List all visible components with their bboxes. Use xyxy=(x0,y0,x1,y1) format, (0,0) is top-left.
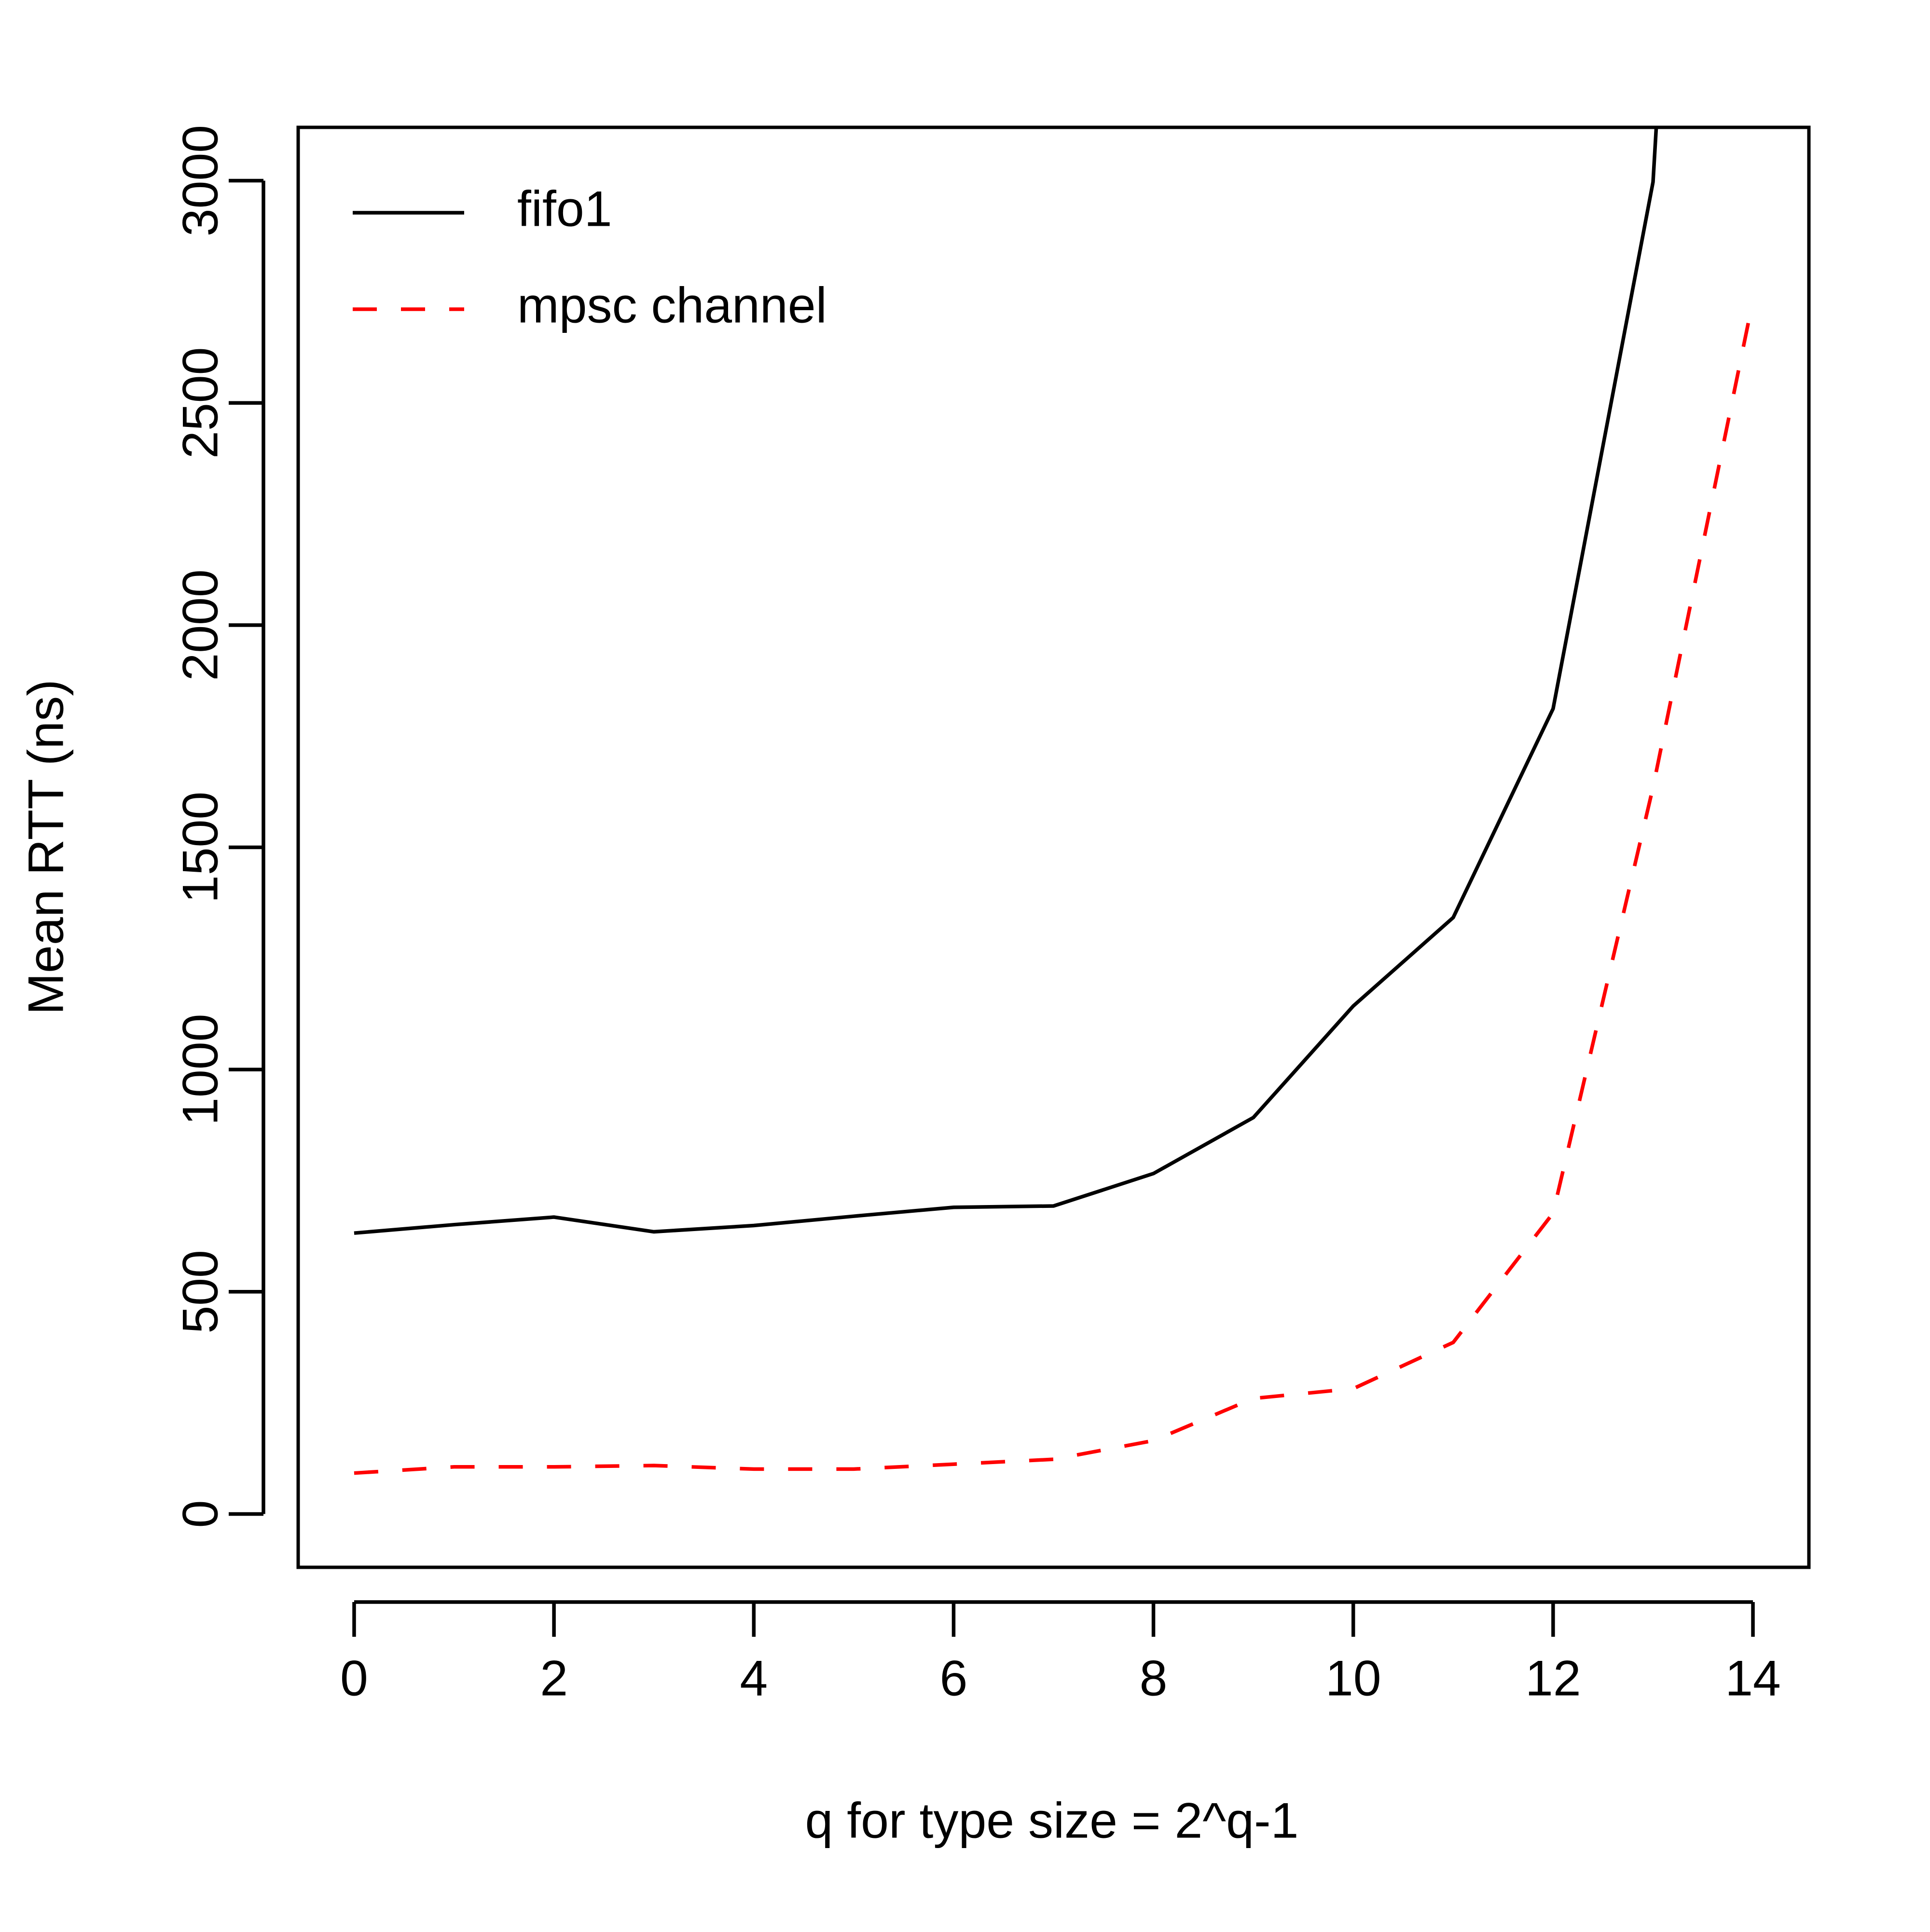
plot-area xyxy=(354,127,1755,1475)
x-tick-label: 2 xyxy=(540,1650,568,1706)
x-tick-label: 8 xyxy=(1140,1650,1168,1706)
x-axis-label: q for type size = 2^q-1 xyxy=(805,1793,1299,1849)
y-tick-label: 500 xyxy=(172,1250,228,1334)
x-tick-label: 0 xyxy=(340,1650,368,1706)
y-axis-label: Mean RTT (ns) xyxy=(18,679,74,1014)
y-tick-label: 2000 xyxy=(172,569,228,681)
x-tick-label: 12 xyxy=(1525,1650,1581,1706)
y-tick-label: 1000 xyxy=(172,1014,228,1125)
y-tick-label: 1500 xyxy=(172,792,228,903)
series-line xyxy=(354,300,1755,1475)
series-line xyxy=(354,127,1658,1235)
legend-label: mpsc channel xyxy=(517,277,827,333)
x-tick-label: 10 xyxy=(1325,1650,1381,1706)
x-tick-label: 6 xyxy=(940,1650,968,1706)
y-tick-label: 0 xyxy=(172,1500,228,1528)
x-tick-label: 14 xyxy=(1725,1650,1781,1706)
x-tick-label: 4 xyxy=(740,1650,768,1706)
y-tick-label: 3000 xyxy=(172,125,228,236)
plot-frame xyxy=(296,125,1811,1569)
legend-label: fifo1 xyxy=(517,181,612,237)
y-tick-label: 2500 xyxy=(172,347,228,459)
